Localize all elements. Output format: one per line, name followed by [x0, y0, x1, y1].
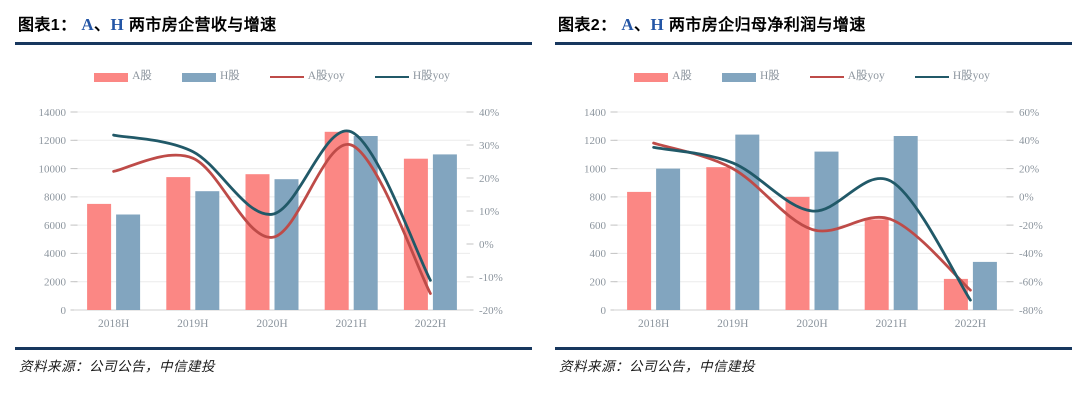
- svg-text:1400: 1400: [584, 107, 607, 119]
- svg-text:2021H: 2021H: [336, 318, 367, 330]
- chart2-legend: A股 H股 A股yoy H股yoy: [614, 69, 1010, 85]
- legend-label: H股yoy: [952, 70, 990, 83]
- chart2-source: 资料来源：公司公告，中信建投: [559, 359, 755, 374]
- svg-text:1200: 1200: [584, 135, 607, 147]
- chart1-title-sep: 、: [94, 17, 111, 34]
- chart1-plot: 14000 12000 10000 8000 6000 4000 2000 0 40% 30% 20…: [39, 107, 503, 330]
- chart2-legend-item-h-yoy: H股yoy: [914, 70, 990, 83]
- a-share-bar-swatch-icon: [634, 72, 669, 82]
- chart1-title-rest: 两市房企营收与增速: [124, 17, 277, 34]
- chart1-title-prefix: 图表1：: [18, 17, 82, 34]
- chart2-title-market-h: H: [650, 15, 665, 34]
- a-share-yoy-line-swatch-icon: [269, 75, 304, 79]
- h-share-bar-swatch-icon: [181, 72, 216, 82]
- svg-text:800: 800: [590, 192, 607, 204]
- chart1-source-rule: [15, 347, 532, 350]
- chart2-title-sep: 、: [634, 17, 651, 34]
- svg-text:8000: 8000: [44, 192, 67, 204]
- chart1-legend-item-h-bar: H股: [181, 70, 240, 83]
- svg-text:-80%: -80%: [1019, 305, 1043, 317]
- chart1-title-rule: [15, 42, 532, 45]
- chart2-legend-item-h-bar: H股: [721, 70, 780, 83]
- svg-text:200: 200: [590, 277, 607, 289]
- svg-text:30%: 30%: [479, 140, 499, 152]
- legend-label: A股yoy: [847, 70, 885, 83]
- chart1-legend: A股 H股 A股yoy H股yoy: [74, 69, 470, 85]
- svg-text:14000: 14000: [39, 107, 67, 119]
- chart1-legend-item-h-yoy: H股yoy: [374, 70, 450, 83]
- panel-chart2: 图表2： A、H 两市房企归母净利润与增速 A股 H股 A股yoy H股yoy …: [540, 0, 1080, 405]
- legend-label: A股: [672, 70, 692, 83]
- h-share-yoy-line-swatch-icon: [374, 75, 409, 79]
- chart1-legend-item-a-bar: A股: [94, 71, 152, 83]
- legend-label: H股yoy: [412, 70, 450, 83]
- a-share-yoy-line-swatch-icon: [809, 75, 844, 79]
- svg-text:0%: 0%: [479, 239, 494, 251]
- svg-text:2000: 2000: [44, 277, 67, 289]
- svg-text:2020H: 2020H: [796, 318, 827, 330]
- svg-text:600: 600: [590, 220, 607, 232]
- svg-text:1000: 1000: [584, 163, 607, 175]
- chart2-title-rule: [555, 42, 1072, 45]
- chart2-title-prefix: 图表2：: [558, 17, 622, 34]
- a-share-bar-swatch-icon: [94, 72, 129, 82]
- chart2-plot: 1400 1200 1000 800 600 400 200 0 60% 40% 20% 0% -20%…: [584, 107, 1043, 330]
- svg-text:4000: 4000: [44, 248, 67, 260]
- legend-label: H股: [219, 70, 240, 83]
- chart2-title-market-a: A: [621, 15, 635, 34]
- svg-text:-40%: -40%: [1019, 248, 1043, 260]
- svg-text:2020H: 2020H: [256, 318, 287, 330]
- svg-text:-20%: -20%: [479, 305, 503, 317]
- svg-text:0%: 0%: [1019, 192, 1034, 204]
- svg-text:0: 0: [601, 305, 607, 317]
- svg-text:10000: 10000: [39, 163, 67, 175]
- chart1-legend-item-a-yoy: A股yoy: [269, 70, 345, 83]
- svg-text:2022H: 2022H: [955, 318, 986, 330]
- panel-chart1: 图表1： A、H 两市房企营收与增速 A股 H股 A股yoy H股yoy 140…: [15, 11, 532, 374]
- svg-text:60%: 60%: [1019, 107, 1039, 119]
- svg-text:40%: 40%: [1019, 135, 1039, 147]
- h-share-yoy-line-swatch-icon: [914, 75, 949, 79]
- svg-text:-20%: -20%: [1019, 220, 1043, 232]
- svg-text:0: 0: [61, 305, 67, 317]
- svg-text:12000: 12000: [39, 135, 67, 147]
- svg-text:20%: 20%: [479, 173, 499, 185]
- svg-text:400: 400: [590, 248, 607, 260]
- chart1-title-market-h: H: [110, 15, 125, 34]
- svg-text:-10%: -10%: [479, 272, 503, 284]
- svg-text:40%: 40%: [479, 107, 499, 119]
- chart2-title-rest: 两市房企归母净利润与增速: [664, 17, 866, 34]
- chart2-legend-item-a-bar: A股: [634, 71, 692, 83]
- svg-text:2019H: 2019H: [717, 318, 748, 330]
- chart1-source: 资料来源：公司公告，中信建投: [19, 359, 215, 374]
- svg-text:2018H: 2018H: [638, 318, 669, 330]
- svg-text:2018H: 2018H: [98, 318, 129, 330]
- svg-text:10%: 10%: [479, 206, 499, 218]
- chart1-title: 图表1： A、H 两市房企营收与增速: [18, 11, 277, 35]
- svg-text:2019H: 2019H: [177, 318, 208, 330]
- svg-text:6000: 6000: [44, 220, 67, 232]
- legend-label: H股: [759, 70, 780, 83]
- svg-text:-60%: -60%: [1019, 277, 1043, 289]
- svg-text:20%: 20%: [1019, 163, 1039, 175]
- chart1-title-market-a: A: [81, 15, 95, 34]
- legend-label: A股yoy: [307, 70, 345, 83]
- chart2-source-rule: [555, 347, 1072, 350]
- h-share-bar-swatch-icon: [721, 72, 756, 82]
- chart2-title: 图表2： A、H 两市房企归母净利润与增速: [558, 11, 866, 35]
- svg-text:2022H: 2022H: [415, 318, 446, 330]
- legend-label: A股: [132, 70, 152, 83]
- chart2-legend-item-a-yoy: A股yoy: [809, 70, 885, 83]
- svg-text:2021H: 2021H: [876, 318, 907, 330]
